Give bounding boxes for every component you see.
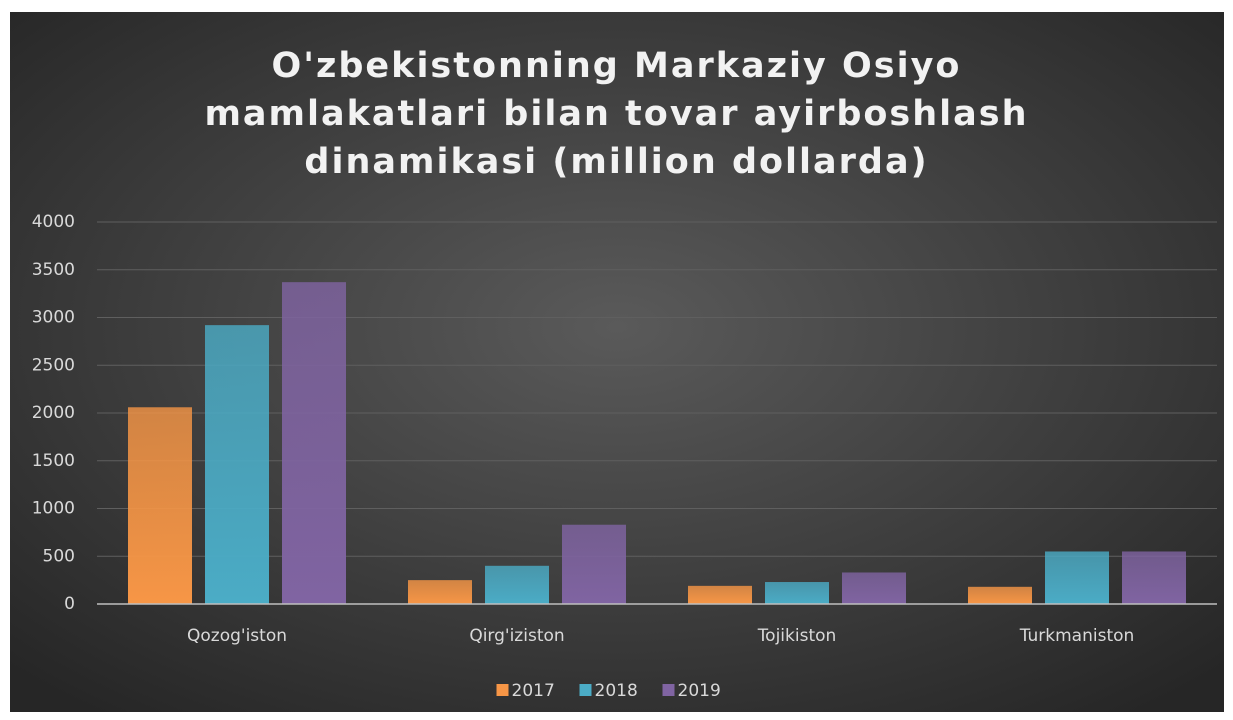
x-tick-label: Qozog'iston [187,626,287,646]
legend-swatch [579,684,592,696]
legend-label: 2017 [512,681,555,701]
y-tick-label: 4000 [32,212,75,232]
legend-label: 2019 [678,681,721,701]
bar [282,282,346,604]
bar [765,582,829,604]
bar [1045,551,1109,604]
legend-swatch [662,684,675,696]
y-tick-label: 1000 [32,499,75,519]
chart-title: O'zbekistonning Markaziy Osiyo mamlakatl… [204,46,1029,182]
bar [688,585,752,604]
y-tick-label: 500 [43,546,75,566]
bar [205,325,269,604]
bar [968,586,1032,604]
x-tick-label: Tojikiston [757,626,837,646]
y-tick-label: 0 [64,594,75,614]
x-tick-label: Qirg'iziston [469,626,564,646]
bar [408,580,472,604]
y-tick-label: 1500 [32,451,75,471]
y-tick-label: 2500 [32,355,75,375]
legend-label: 2018 [595,681,638,701]
y-tick-label: 2000 [32,403,75,423]
y-tick-label: 3000 [32,308,75,328]
bar [485,565,549,604]
y-tick-label: 3500 [32,260,75,280]
x-tick-label: Turkmaniston [1019,626,1135,646]
bar [562,524,626,604]
bar [842,572,906,604]
bar [128,407,192,604]
bar [1122,551,1186,604]
legend-swatch [496,684,509,696]
